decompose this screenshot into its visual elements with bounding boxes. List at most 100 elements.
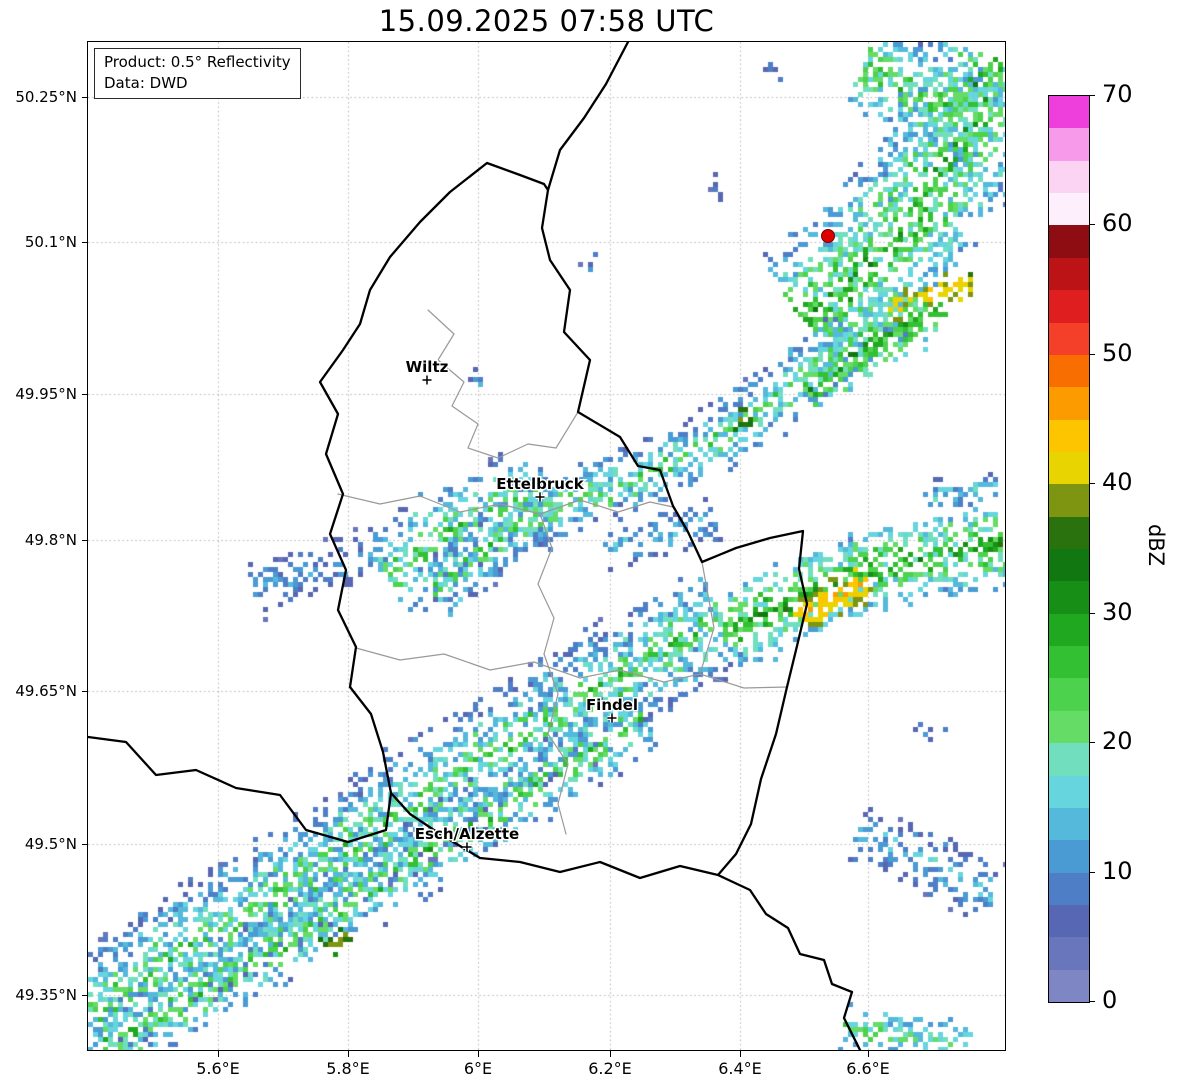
product-info-line1: Product: 0.5° Reflectivity [104,53,291,71]
colorbar-segment [1049,904,1089,938]
colorbar-segment [1049,840,1089,873]
colorbar-tick-mark [1090,1001,1095,1002]
colorbar-segment [1049,516,1089,550]
city-label: Ettelbruck [496,475,585,493]
colorbar-segment [1049,743,1089,776]
colorbar-tick-label: 50 [1102,338,1133,367]
colorbar-segment [1049,387,1089,420]
district-border [699,561,715,675]
country-border-luxembourg [318,161,809,880]
x-tick-mark [478,1051,479,1057]
colorbar-tick-mark [1090,612,1095,614]
y-tick-label: 50.25°N [15,88,77,106]
x-tick-mark [610,1051,611,1057]
y-tick-mark [82,691,88,692]
colorbar-segment [1049,646,1089,679]
country-border-france-germany [716,873,862,1050]
district-border [427,309,499,459]
colorbar-tick-mark [1090,871,1095,873]
colorbar-segment [1049,225,1089,258]
colorbar-gradient [1048,95,1090,1003]
colorbar-tick-mark [1090,353,1095,355]
product-info-box: Product: 0.5° Reflectivity Data: DWD [94,48,301,100]
country-border-belgium-germany [546,42,630,192]
colorbar-segment [1049,549,1089,582]
colorbar-ticks: 0 10 20 30 40 50 60 70 [1090,80,1184,1014]
x-tick-mark [740,1051,741,1057]
x-tick-mark [868,1051,869,1057]
colorbar-segment [1049,419,1089,452]
y-axis: 50.25°N 50.1°N 49.95°N 49.8°N 49.65°N 49.5°N 4… [0,42,88,1050]
figure-title: 15.09.2025 07:58 UTC [378,4,715,38]
colorbar-segment [1049,193,1089,226]
y-tick-label: 49.8°N [24,531,77,549]
colorbar-segment [1049,937,1089,970]
colorbar-tick-label: 0 [1102,986,1118,1014]
y-tick-label: 50.1°N [24,233,77,251]
radar-site-marker [821,229,835,243]
city-label: Wiltz [406,358,449,376]
y-tick-mark [82,540,88,541]
x-tick-label: 6.4°E [718,1059,762,1078]
district-border [543,653,569,835]
colorbar-segment [1049,451,1089,485]
city-label: Esch/Alzette [415,825,519,843]
product-info-line2: Data: DWD [104,73,188,92]
x-tick-mark [348,1051,349,1057]
colorbar-tick-label: 40 [1102,468,1133,497]
x-tick-label: 5.6°E [196,1059,240,1078]
colorbar-segment [1049,710,1089,744]
colorbar-unit-label: dBZ [1144,523,1168,567]
x-tick-mark [218,1051,219,1057]
y-tick-label: 49.35°N [15,986,77,1004]
colorbar-segment [1049,257,1089,291]
y-tick-mark [82,97,88,98]
colorbar-tick-mark [1090,224,1095,226]
radar-canvas [88,42,1005,1050]
country-border-france-west [88,735,393,844]
colorbar-segment [1049,484,1089,517]
x-axis: 5.6°E 5.8°E 6°E 6.2°E 6.4°E 6.6°E [88,1050,1005,1081]
colorbar-tick-label: 60 [1102,209,1133,238]
colorbar-segment [1049,128,1089,161]
colorbar-tick-label: 30 [1102,597,1133,626]
colorbar-tick-label: 20 [1102,727,1133,756]
colorbar-segment [1049,872,1089,905]
map-plot-area: Wiltz Ettelbruck Findel Esch/Alzette Produc… [87,41,1006,1051]
colorbar-tick-mark [1090,95,1095,96]
colorbar-segment [1049,160,1089,194]
x-tick-label: 6.6°E [846,1059,890,1078]
y-tick-mark [82,995,88,996]
y-tick-mark [82,394,88,395]
city-label: Findel [586,696,638,714]
colorbar-segment [1049,613,1089,647]
y-tick-mark [82,844,88,845]
colorbar-segment [1049,581,1089,614]
district-border [355,647,788,689]
y-tick-label: 49.65°N [15,682,77,700]
colorbar: 0 10 20 30 40 50 60 70 [1048,80,1184,1014]
x-tick-label: 6.2°E [588,1059,632,1078]
colorbar-segment [1049,678,1089,711]
x-tick-label: 5.8°E [326,1059,370,1078]
district-border [497,411,579,459]
colorbar-segment [1049,354,1089,388]
y-tick-mark [82,242,88,243]
colorbar-segment [1049,290,1089,323]
map-overlay: Wiltz Ettelbruck Findel Esch/Alzette [88,42,862,1050]
colorbar-segment [1049,322,1089,355]
x-tick-label: 6°E [463,1059,493,1078]
colorbar-segment [1049,775,1089,808]
district-border [337,493,674,515]
colorbar-tick-label: 10 [1102,856,1133,885]
y-tick-label: 49.95°N [15,385,77,403]
colorbar-tick-label: 70 [1102,80,1133,108]
colorbar-segment [1049,96,1089,129]
colorbar-segment [1049,807,1089,841]
colorbar-tick-mark [1090,483,1095,485]
district-border [537,513,555,655]
colorbar-segment [1049,969,1089,1003]
colorbar-tick-mark [1090,742,1095,744]
y-tick-label: 49.5°N [24,835,77,853]
